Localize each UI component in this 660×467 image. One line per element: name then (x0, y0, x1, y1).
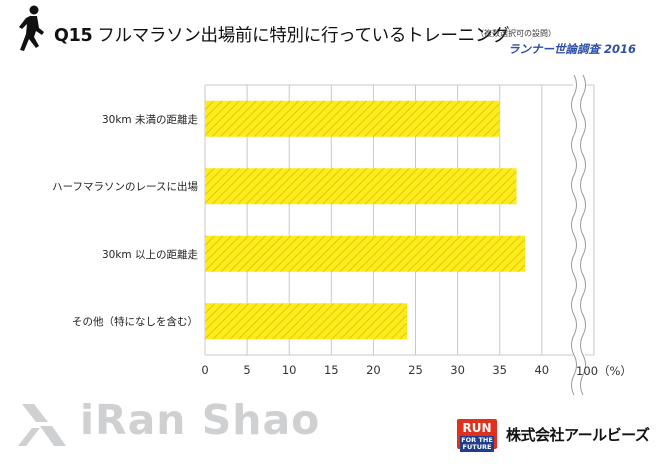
question-number: Q15 (54, 26, 93, 46)
badge-line1: RUN (462, 421, 492, 435)
axis-break-gap (573, 77, 585, 363)
watermark: iRan Shao (14, 394, 319, 454)
watermark-text: iRan Shao (80, 396, 321, 444)
chart-title: Q15 フルマラソン出場前に特別に行っているトレーニング (54, 22, 510, 47)
run-for-the-future-logo: RUN FOR THE FUTURE (457, 419, 497, 452)
category-label: 30km 以上の距離走 (101, 248, 198, 261)
bar (205, 100, 500, 137)
x-tick-label: 5 (243, 363, 251, 377)
category-label: 30km 未満の距離走 (101, 113, 198, 126)
category-label: ハーフマラソンのレースに出場 (52, 181, 198, 194)
x-tick-label: 25 (408, 363, 423, 377)
x-tick-label: 15 (323, 363, 339, 377)
multi-select-note: （複数選択可の設問） (476, 29, 556, 38)
x-tick-label: 10 (281, 363, 297, 377)
bar (205, 303, 408, 340)
runner-logo-icon (18, 404, 66, 446)
x-tick-label: 40 (534, 363, 550, 377)
bar (205, 235, 525, 272)
badge-line2: FOR THE FUTURE (460, 436, 494, 452)
title-text: フルマラソン出場前に特別に行っているトレーニング (97, 26, 510, 46)
category-label: その他（特になしを含む） (72, 316, 198, 329)
bar (205, 168, 517, 205)
x-tick-label: 20 (366, 363, 381, 377)
axis-break-line (580, 74, 586, 396)
x-tick-label: 35 (492, 363, 508, 377)
survey-name: ランナー世論調査 2016 (508, 42, 637, 56)
company-name: 株式会社アールビーズ (506, 426, 650, 444)
x-tick-label: 0 (201, 363, 209, 377)
x-tick-label: 30 (450, 363, 465, 377)
axis-break-line (571, 74, 577, 396)
x-tick-label: 100（%） (576, 364, 632, 378)
runner-icon (19, 5, 44, 51)
